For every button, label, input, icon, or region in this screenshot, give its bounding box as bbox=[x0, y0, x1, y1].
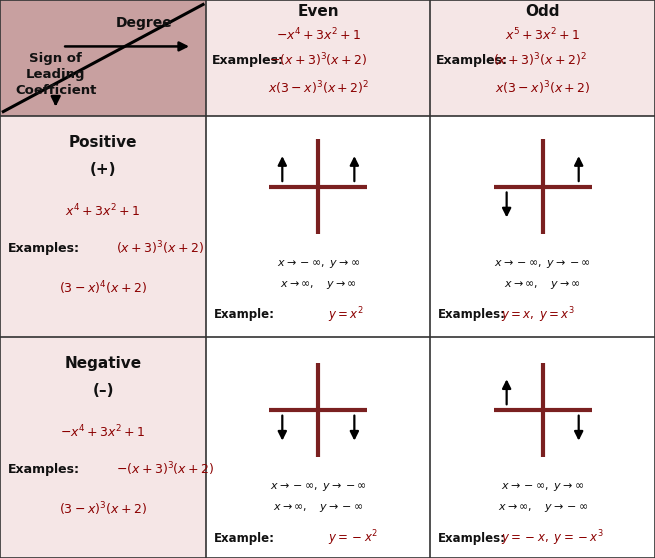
Text: $x(3-x)^3(x+2)$: $x(3-x)^3(x+2)$ bbox=[495, 79, 590, 97]
Text: $-x^4+3x^2+1$: $-x^4+3x^2+1$ bbox=[60, 424, 146, 440]
Text: Sign of: Sign of bbox=[29, 51, 82, 65]
Text: Examples:: Examples: bbox=[212, 54, 284, 67]
Text: Example:: Example: bbox=[214, 532, 275, 545]
Text: $-(x+3)^3(x+2)$: $-(x+3)^3(x+2)$ bbox=[269, 51, 367, 69]
Text: Examples:: Examples: bbox=[438, 309, 506, 321]
Bar bbox=[206, 337, 430, 558]
Text: Examples:: Examples: bbox=[8, 463, 80, 476]
Text: $x\to\infty,\ \ \ y\to -\infty$: $x\to\infty,\ \ \ y\to -\infty$ bbox=[498, 503, 588, 514]
Text: $-(x+3)^3(x+2)$: $-(x+3)^3(x+2)$ bbox=[117, 461, 215, 478]
Text: $x\to -\infty,\ y\to\infty$: $x\to -\infty,\ y\to\infty$ bbox=[277, 258, 360, 270]
Text: Negative: Negative bbox=[65, 356, 141, 371]
Text: $x\to\infty,\ \ \ y\to\infty$: $x\to\infty,\ \ \ y\to\infty$ bbox=[504, 280, 581, 291]
Bar bbox=[430, 0, 655, 116]
Text: Even: Even bbox=[297, 4, 339, 19]
Text: $x(3-x)^3(x+2)^2$: $x(3-x)^3(x+2)^2$ bbox=[268, 79, 369, 97]
Text: (–): (–) bbox=[92, 383, 114, 397]
Text: $x^5+3x^2+1$: $x^5+3x^2+1$ bbox=[505, 27, 580, 43]
Text: $y=x^2$: $y=x^2$ bbox=[328, 305, 364, 325]
Text: $y=x,\ y=x^3$: $y=x,\ y=x^3$ bbox=[501, 305, 575, 325]
Bar bbox=[0, 116, 206, 337]
Text: Leading: Leading bbox=[26, 68, 85, 81]
Text: Examples:: Examples: bbox=[438, 532, 506, 545]
Text: $y=-x^2$: $y=-x^2$ bbox=[328, 528, 378, 548]
Text: Odd: Odd bbox=[525, 4, 560, 19]
Bar bbox=[0, 0, 206, 116]
Text: $(x+3)^3(x+2)^2$: $(x+3)^3(x+2)^2$ bbox=[493, 51, 586, 69]
Text: Coefficient: Coefficient bbox=[15, 84, 96, 97]
Bar bbox=[430, 116, 655, 337]
Text: (+): (+) bbox=[90, 162, 117, 176]
Bar bbox=[430, 337, 655, 558]
Text: $y=-x,\ y=-x^3$: $y=-x,\ y=-x^3$ bbox=[501, 528, 604, 548]
Text: $x\to -\infty,\ y\to -\infty$: $x\to -\infty,\ y\to -\infty$ bbox=[495, 258, 591, 270]
Text: Example:: Example: bbox=[214, 309, 275, 321]
Text: $x^4+3x^2+1$: $x^4+3x^2+1$ bbox=[66, 203, 141, 219]
Text: $x\to\infty,\ \ \ y\to\infty$: $x\to\infty,\ \ \ y\to\infty$ bbox=[280, 280, 356, 291]
Text: Examples:: Examples: bbox=[8, 242, 80, 255]
Text: $(3-x)^4(x+2)$: $(3-x)^4(x+2)$ bbox=[59, 280, 147, 297]
Text: $(3-x)^3(x+2)$: $(3-x)^3(x+2)$ bbox=[59, 501, 147, 518]
Text: Degree: Degree bbox=[116, 16, 173, 30]
Text: Examples:: Examples: bbox=[436, 54, 508, 67]
Text: $x\to\infty,\ \ \ y\to -\infty$: $x\to\infty,\ \ \ y\to -\infty$ bbox=[273, 503, 364, 514]
Bar bbox=[206, 116, 430, 337]
Text: $-x^4+3x^2+1$: $-x^4+3x^2+1$ bbox=[276, 27, 361, 43]
Text: $x\to -\infty,\ y\to\infty$: $x\to -\infty,\ y\to\infty$ bbox=[501, 482, 584, 493]
Text: $x\to -\infty,\ y\to -\infty$: $x\to -\infty,\ y\to -\infty$ bbox=[270, 482, 367, 493]
Text: Positive: Positive bbox=[69, 135, 138, 150]
Bar bbox=[206, 0, 430, 116]
Bar bbox=[0, 337, 206, 558]
Text: $(x+3)^3(x+2)$: $(x+3)^3(x+2)$ bbox=[117, 240, 204, 257]
